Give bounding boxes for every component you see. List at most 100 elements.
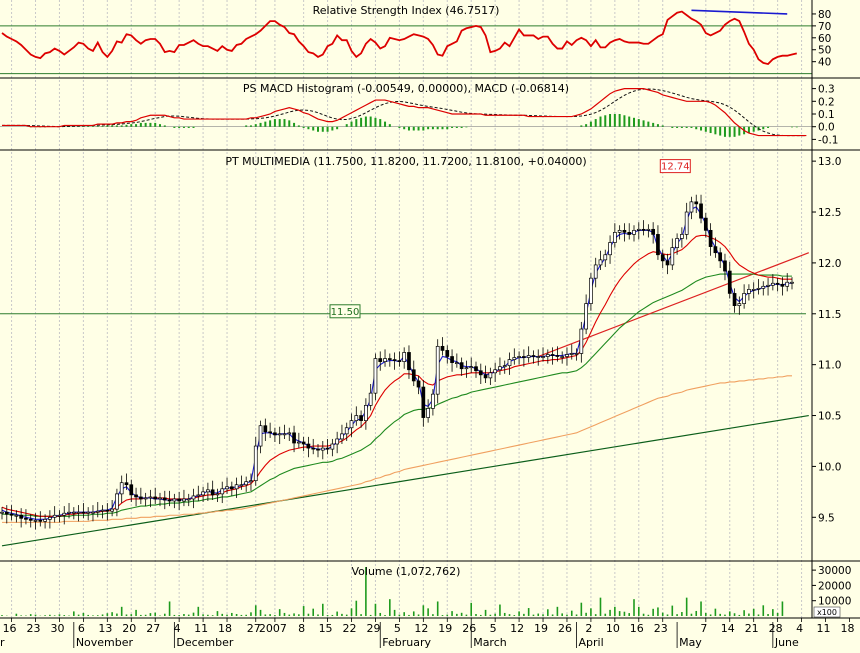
rsi-title: Relative Strength Index (46.7517) xyxy=(313,4,500,17)
candle-body xyxy=(737,303,742,306)
candle-body xyxy=(81,511,86,514)
ma-long-line xyxy=(2,273,792,517)
candle-body xyxy=(301,441,306,445)
x-axis-month-label: May xyxy=(679,636,702,648)
x-axis-day-label: 11 xyxy=(194,622,208,635)
x-axis-day-label: 23 xyxy=(654,622,668,635)
candle-body xyxy=(478,370,483,376)
candle-body xyxy=(263,425,268,433)
candle-body xyxy=(545,354,550,357)
candle-body xyxy=(517,356,521,358)
x-axis-day-label: 12 xyxy=(414,622,428,635)
candle-body xyxy=(703,217,708,231)
candle-body xyxy=(33,519,38,522)
candle-body xyxy=(512,357,517,360)
candle-body xyxy=(57,514,62,517)
volume-chart xyxy=(1,567,784,616)
x-axis-day-label: 2007 xyxy=(259,622,287,635)
candle-body xyxy=(421,386,426,418)
candle-body xyxy=(182,498,186,502)
candle-body xyxy=(550,354,555,356)
x-axis-day-label: 11 xyxy=(817,622,831,635)
candle-body xyxy=(785,281,790,287)
candle-body xyxy=(584,303,588,330)
candle-body xyxy=(9,513,14,516)
candle-body xyxy=(229,486,234,490)
candle-body xyxy=(775,282,780,285)
x-axis-day-label: 27 xyxy=(247,622,261,635)
candle-body xyxy=(579,328,584,354)
x-axis-month-label: February xyxy=(382,636,431,648)
candle-body xyxy=(143,497,148,500)
candle-body xyxy=(708,229,713,247)
candle-body xyxy=(656,234,660,256)
candle-body xyxy=(273,432,277,436)
macd-panel xyxy=(0,79,812,149)
candle-body xyxy=(680,234,684,239)
x-axis-day-label: 29 xyxy=(366,622,380,635)
candle-body xyxy=(67,511,71,514)
candle-body xyxy=(502,365,507,368)
volume-axis-tick-label: 10000 xyxy=(818,596,851,608)
candle-body xyxy=(359,415,363,421)
price-annotation-box xyxy=(659,159,691,174)
candle-body xyxy=(344,427,349,435)
candle-body xyxy=(138,496,143,500)
ma-mid-line xyxy=(1,234,792,517)
candle-body xyxy=(268,431,272,434)
x-axis-day-label: 4 xyxy=(174,622,181,635)
candle-body xyxy=(526,355,531,358)
candle-body xyxy=(459,362,464,370)
candle-body xyxy=(742,293,746,304)
candle-body xyxy=(560,356,565,358)
x-axis-day-label: 28 xyxy=(769,622,783,635)
candle-body xyxy=(215,493,220,496)
candle-body xyxy=(632,229,636,235)
candle-body xyxy=(311,447,316,450)
price-annotation-label: 12.74 xyxy=(661,162,690,173)
x-axis-day-label: 16 xyxy=(3,622,17,635)
candle-body xyxy=(469,366,474,369)
vertical-gridlines xyxy=(11,0,850,618)
candle-body xyxy=(306,443,311,449)
candle-body xyxy=(488,372,493,379)
macd-signal-line xyxy=(2,88,807,137)
candle-body xyxy=(86,511,91,514)
candle-body xyxy=(368,392,373,406)
candle-body xyxy=(445,350,450,357)
candle-body xyxy=(718,252,723,262)
candle-body xyxy=(296,441,301,444)
ma-longest-line xyxy=(2,375,792,523)
price-annotation-label: 11.50 xyxy=(331,307,360,318)
candle-body xyxy=(28,518,33,521)
price-axis-tick-label: 9.5 xyxy=(818,512,835,524)
x-axis-day-label: 10 xyxy=(606,622,620,635)
candle-body xyxy=(751,289,756,291)
candle-body xyxy=(249,480,253,483)
candle-body xyxy=(220,488,225,495)
x-axis-day-label: 8 xyxy=(298,622,305,635)
macd-axis-tick-label: 0.1 xyxy=(818,109,835,121)
candle-body xyxy=(593,264,598,279)
candle-body xyxy=(780,283,785,287)
volume-unit-label: x100 xyxy=(817,608,837,617)
candle-body xyxy=(210,489,215,496)
x-axis-day-label: 12 xyxy=(510,622,524,635)
candle-body xyxy=(340,433,344,440)
candle-body xyxy=(95,510,100,513)
macd-chart xyxy=(0,88,812,137)
candle-body xyxy=(76,511,81,514)
candle-body xyxy=(158,497,162,500)
x-axis-day-label: 20 xyxy=(122,622,136,635)
x-axis-day-label: 13 xyxy=(98,622,112,635)
candle-body xyxy=(589,277,593,304)
x-axis-day-label: 19 xyxy=(534,622,548,635)
candle-body xyxy=(498,366,502,371)
x-axis-day-label: 2 xyxy=(585,622,592,635)
candle-body xyxy=(531,355,536,357)
candle-body xyxy=(684,211,689,235)
candle-body xyxy=(225,486,229,490)
x-axis-day-label: 19 xyxy=(438,622,452,635)
